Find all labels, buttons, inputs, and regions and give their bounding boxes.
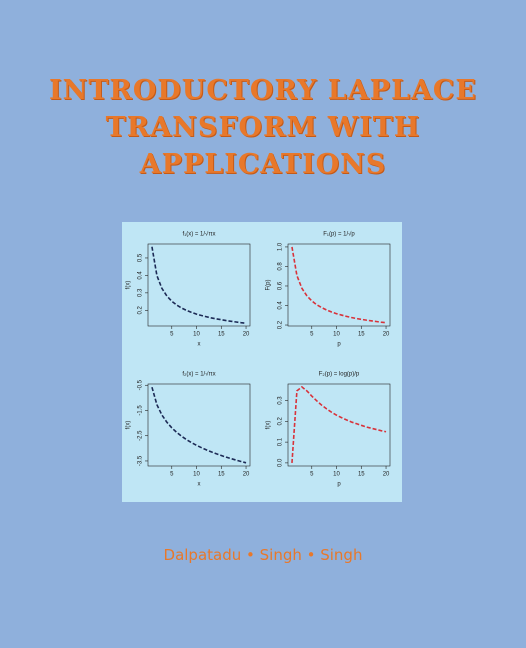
x-tick-label: 10 [333, 472, 340, 478]
plot-box [287, 243, 391, 327]
x-tick-label: 15 [358, 332, 365, 338]
y-tick-label: 0.8 [278, 262, 284, 271]
y-tick-label: -2.5 [138, 430, 144, 441]
chart-title: f₁(x) = 1/√πx [183, 231, 216, 238]
plot-box [147, 243, 251, 327]
y-axis-label: f(x) [266, 421, 272, 430]
y-tick-label: 0.3 [278, 396, 284, 405]
x-tick-label: 15 [218, 472, 225, 478]
x-tick-label: 15 [358, 472, 365, 478]
y-tick-label: -3.5 [138, 455, 144, 466]
y-tick-label: 0.5 [138, 253, 144, 262]
chart-title: f₂(x) = 1/√πx [182, 371, 215, 378]
title-line: TRANSFORM WITH [105, 112, 421, 143]
data-line [151, 386, 247, 464]
data-line [151, 246, 247, 325]
y-tick-label: 0.2 [278, 417, 284, 426]
plot-box [147, 383, 251, 467]
x-tick-label: 10 [193, 472, 200, 478]
y-tick-label: 0.2 [278, 320, 284, 329]
x-tick-label: 15 [218, 332, 225, 338]
x-tick-label: 20 [383, 472, 390, 478]
x-tick-label: 20 [383, 332, 390, 338]
authors: Dalpatadu • Singh • Singh [163, 546, 363, 564]
x-tick-label: 20 [243, 332, 250, 338]
x-axis-label: x [198, 482, 201, 488]
y-axis-label: f(x) [126, 421, 132, 430]
x-tick-label: 5 [310, 472, 314, 478]
chart-title: F₂(p) = log(p)/p [319, 372, 360, 378]
title-line: INTRODUCTORY LAPLACE [49, 75, 477, 106]
x-axis-label: x [198, 342, 201, 348]
x-tick-label: 10 [193, 332, 200, 338]
y-tick-label: 0.4 [278, 301, 284, 310]
y-tick-label: 0.6 [278, 281, 284, 290]
figure-panel: f₁(x) = 1/√πx 5 10 15 20 0.2 0.3 0.4 0.5 x f(x) F₁(… [122, 222, 402, 502]
plot-box [287, 383, 391, 467]
title: INTRODUCTORY LAPLACE TRANSFORM WITH APPL… [0, 72, 526, 183]
y-tick-label: 0.2 [138, 305, 144, 314]
y-tick-label: 0.4 [138, 271, 144, 280]
title-line: APPLICATIONS [139, 149, 387, 180]
chart-title: F₁(p) = 1/√p [323, 231, 355, 238]
y-tick-label: 0.0 [278, 458, 284, 467]
y-axis-label: f(x) [126, 281, 132, 290]
x-tick-label: 20 [243, 472, 250, 478]
x-tick-label: 5 [170, 472, 174, 478]
x-axis-label: p [337, 482, 341, 488]
x-tick-label: 5 [310, 332, 314, 338]
y-tick-label: -0.5 [138, 379, 144, 390]
x-tick-label: 10 [333, 332, 340, 338]
y-tick-label: 1.0 [278, 242, 284, 251]
data-line [291, 246, 387, 324]
y-axis-label: F(p) [266, 280, 272, 291]
x-tick-label: 5 [170, 332, 174, 338]
y-tick-label: 0.3 [138, 288, 144, 297]
data-line [291, 385, 387, 463]
y-tick-label: -1.5 [138, 405, 144, 416]
y-tick-label: 0.1 [278, 437, 284, 446]
x-axis-label: p [337, 342, 341, 348]
